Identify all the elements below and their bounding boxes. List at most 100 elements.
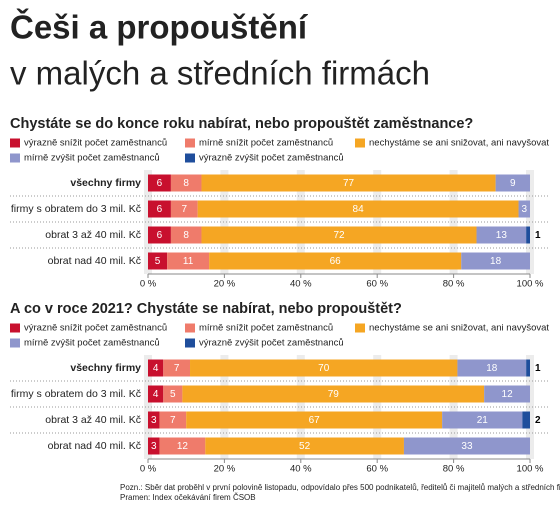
grid-line [373, 355, 382, 459]
legend-swatch [355, 323, 365, 333]
category-label: obrat 3 až 40 mil. Kč [45, 414, 141, 426]
source: Pramen: Index očekávání firem ČSOB [120, 493, 256, 502]
bar-segment [159, 411, 187, 429]
bar-segment [148, 252, 168, 270]
bar-segment [182, 385, 485, 403]
bar-segment [518, 200, 530, 218]
value-label: 18 [490, 256, 502, 267]
bar-segment [442, 411, 523, 429]
value-label: 11 [183, 256, 194, 267]
legend-swatch [10, 323, 20, 333]
bar-segment [148, 200, 171, 218]
value-label: 21 [477, 415, 489, 426]
bar-segment [205, 437, 404, 455]
value-label: 2 [535, 415, 541, 426]
legend-label: mírně snížit počet zaměstnanců [199, 138, 333, 149]
bar-segment [495, 174, 530, 192]
legend-swatch [185, 138, 195, 148]
value-label: 79 [328, 389, 340, 400]
grid-line [220, 170, 229, 274]
category-label: obrat nad 40 mil. Kč [48, 440, 141, 452]
legend-label: výrazně zvýšit počet zaměstnanců [199, 338, 344, 349]
bar-segment [159, 437, 206, 455]
bar-segment [170, 226, 202, 244]
value-label: 33 [461, 441, 473, 452]
value-label: 6 [157, 178, 163, 189]
legend-swatch [185, 153, 195, 163]
bar-segment [148, 359, 164, 377]
grid-line [296, 170, 305, 274]
value-label: 77 [343, 178, 355, 189]
grid-line [220, 355, 229, 459]
bar-segment [201, 174, 496, 192]
legend-label: mírně zvýšit počet zaměstnanců [24, 153, 160, 164]
x-tick-label: 20 % [214, 464, 236, 475]
bar-segment [148, 411, 160, 429]
grid-line [449, 170, 458, 274]
value-label: 4 [153, 389, 159, 400]
x-tick-label: 20 % [214, 279, 236, 290]
x-tick-label: 0 % [140, 464, 157, 475]
legend-swatch [185, 338, 195, 348]
grid-line [373, 170, 382, 274]
legend-swatch [185, 323, 195, 333]
bar-segment [209, 252, 462, 270]
x-tick-label: 60 % [366, 279, 388, 290]
x-tick-label: 40 % [290, 464, 312, 475]
bar-segment [457, 359, 527, 377]
legend-label: výrazně snížit počet zaměstnanců [24, 138, 167, 149]
bar-segment [186, 411, 443, 429]
bar-segment [148, 174, 171, 192]
legend-label: mírně snížit počet zaměstnanců [199, 323, 333, 334]
legend-label: nechystáme se ani snižovat, ani navyšova… [369, 323, 549, 334]
bar-segment [170, 200, 198, 218]
value-label: 5 [155, 256, 161, 267]
legend-label: výrazně snížit počet zaměstnanců [24, 323, 167, 334]
value-label: 7 [182, 204, 188, 215]
bar-segment [163, 385, 183, 403]
value-label: 3 [521, 204, 527, 215]
value-label: 9 [510, 178, 516, 189]
value-label: 6 [157, 230, 163, 241]
grid-line [296, 355, 305, 459]
chart-title: Chystáte se do konce roku nabírat, nebo … [10, 116, 473, 132]
value-label: 5 [170, 389, 176, 400]
value-label: 8 [183, 178, 189, 189]
value-label: 84 [353, 204, 365, 215]
bar-segment [484, 385, 530, 403]
category-label: firmy s obratem do 3 mil. Kč [11, 388, 141, 400]
x-tick-label: 80 % [443, 464, 465, 475]
value-label: 7 [174, 363, 180, 374]
bar-segment [201, 226, 477, 244]
legend-label: výrazně zvýšit počet zaměstnanců [199, 153, 344, 164]
note: Pozn.: Sběr dat proběhl v první polovině… [120, 483, 560, 492]
x-tick-label: 0 % [140, 279, 157, 290]
legend-swatch [10, 138, 20, 148]
bar-segment [148, 437, 160, 455]
category-label: všechny firmy [70, 362, 141, 374]
legend-label: mírně zvýšit počet zaměstnanců [24, 338, 160, 349]
value-label: 3 [151, 415, 157, 426]
x-tick-label: 100 % [517, 279, 544, 290]
value-label: 3 [151, 441, 157, 452]
value-label: 72 [333, 230, 345, 241]
bar-segment [148, 385, 164, 403]
legend-swatch [355, 138, 365, 148]
value-label: 70 [318, 363, 330, 374]
value-label: 6 [157, 204, 163, 215]
value-label: 13 [496, 230, 508, 241]
legend-swatch [10, 153, 20, 163]
category-label: všechny firmy [70, 177, 141, 189]
value-label: 12 [177, 441, 189, 452]
bar-segment [163, 359, 191, 377]
category-label: firmy s obratem do 3 mil. Kč [11, 203, 141, 215]
legend-swatch [10, 338, 20, 348]
title: Češi a propouštění [10, 8, 309, 46]
x-tick-label: 100 % [517, 464, 544, 475]
bar-segment [476, 226, 527, 244]
value-label: 12 [502, 389, 514, 400]
x-tick-label: 40 % [290, 279, 312, 290]
value-label: 4 [153, 363, 159, 374]
bar-segment [522, 411, 530, 429]
